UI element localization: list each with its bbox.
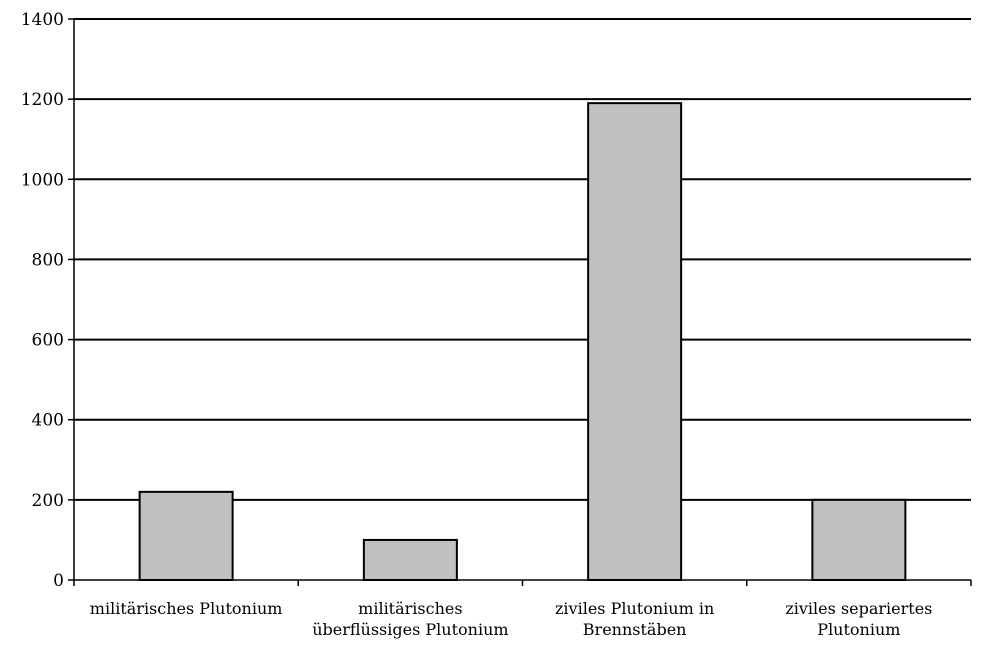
x-category-label: ziviles separiertes <box>785 599 932 618</box>
y-tick-labels: 0 200 400 600 800 1000 1200 1400 <box>21 10 64 591</box>
y-tick-label: 1400 <box>21 10 64 30</box>
bar <box>362 538 458 582</box>
y-tick-label: 0 <box>53 571 64 591</box>
bar <box>587 102 683 582</box>
gridlines <box>74 18 971 501</box>
y-tick-label: 600 <box>32 331 64 351</box>
bars <box>138 102 907 582</box>
x-category-label: ziviles Plutonium in <box>555 599 714 618</box>
y-tick-label: 200 <box>32 491 64 511</box>
axes <box>68 18 972 586</box>
y-tick-label: 1200 <box>21 90 64 110</box>
x-category-label: militärisches <box>358 599 462 618</box>
x-category-label: militärisches Plutonium <box>90 599 283 618</box>
x-category-label: Brennstäben <box>583 620 687 639</box>
x-category-label: Plutonium <box>817 620 900 639</box>
x-category-label: überflüssiges Plutonium <box>312 620 508 639</box>
x-category-labels: militärisches Plutonium militärisches über… <box>90 599 933 639</box>
y-tick-label: 1000 <box>21 170 64 190</box>
y-tick-label: 800 <box>32 250 64 270</box>
bar <box>138 490 234 582</box>
bar <box>811 498 907 582</box>
y-tick-label: 400 <box>32 411 64 431</box>
